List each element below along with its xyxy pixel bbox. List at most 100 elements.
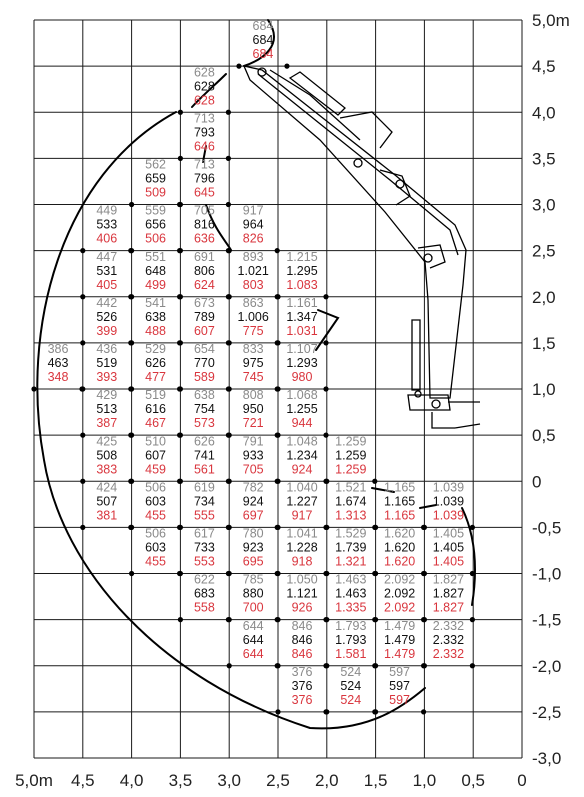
grid-dot [373, 524, 379, 530]
load-value-top: 791 [243, 434, 264, 448]
load-value-bottom: 509 [145, 186, 166, 200]
load-value-middle: 975 [243, 356, 264, 370]
grid-dot [31, 386, 37, 392]
load-value-middle: 754 [194, 402, 215, 416]
grid-dot [469, 663, 475, 669]
load-value-middle: 793 [194, 125, 215, 139]
load-value-bottom: 455 [145, 508, 166, 522]
load-value-top: 1.479 [384, 619, 415, 633]
load-value-middle: 1.463 [335, 587, 366, 601]
grid-dot [236, 63, 242, 69]
grid-dot [324, 663, 330, 669]
envelope-bracket [315, 309, 340, 351]
envelope-tick-2 [419, 504, 437, 509]
grid-dot [373, 663, 379, 669]
load-value-middle: 1.227 [286, 494, 317, 508]
load-value-middle: 1.021 [238, 264, 269, 278]
load-value-middle: 519 [96, 356, 117, 370]
load-value-middle: 2.092 [384, 587, 415, 601]
grid-dot [80, 386, 86, 392]
load-value-bottom: 705 [243, 462, 264, 476]
load-value-middle: 1.293 [286, 356, 317, 370]
load-value-top: 622 [194, 573, 215, 587]
load-value-bottom: 393 [96, 370, 117, 384]
grid-dot [284, 63, 290, 69]
x-tick-label: 1,5 [364, 771, 388, 790]
load-value-middle: 816 [194, 218, 215, 232]
grid-dot [177, 155, 183, 161]
load-value-bottom: 459 [145, 462, 166, 476]
grid-dot [80, 340, 86, 346]
load-value-top: 510 [145, 434, 166, 448]
load-value-bottom: 524 [340, 693, 361, 707]
load-value-top: 506 [145, 480, 166, 494]
load-value-middle: 1.405 [433, 541, 464, 555]
load-value-bottom: 1.479 [384, 647, 415, 661]
load-value-top: 1.050 [286, 573, 317, 587]
load-value-top: 638 [194, 388, 215, 402]
grid-dot [80, 294, 86, 300]
load-value-top: 1.463 [335, 573, 366, 587]
load-value-top: 917 [243, 204, 264, 218]
y-tick-label: -1,5 [532, 611, 561, 630]
load-value-middle: 1.479 [384, 633, 415, 647]
load-value-middle: 626 [145, 356, 166, 370]
load-value-top: 1.165 [384, 480, 415, 494]
grid-dot [324, 709, 330, 715]
load-value-top: 562 [145, 158, 166, 172]
load-value-top: 551 [145, 250, 166, 264]
y-tick-label: 4,5 [532, 57, 556, 76]
grid-dot [275, 386, 281, 392]
load-value-middle: 1.006 [238, 310, 269, 324]
load-value-bottom: 1.031 [286, 324, 317, 338]
grid-dot [177, 294, 183, 300]
grid-dot [275, 524, 281, 530]
x-tick-label: 5,0m [15, 771, 53, 790]
load-value-bottom: 573 [194, 416, 215, 430]
load-value-top: 713 [194, 158, 215, 172]
load-value-top: 1.040 [286, 480, 317, 494]
grid-dot [323, 432, 329, 438]
load-value-middle: 644 [243, 633, 264, 647]
load-value-bottom: 644 [243, 647, 264, 661]
grid-dot [177, 478, 183, 484]
grid-dot [324, 617, 330, 623]
load-value-bottom: 624 [194, 278, 215, 292]
grid-dot [323, 386, 329, 392]
x-tick-label: 2,5 [266, 771, 290, 790]
y-tick-label: 0,5 [532, 426, 556, 445]
grid-dot [80, 248, 86, 254]
x-tick-label: 0 [517, 771, 526, 790]
load-value-bottom: 558 [194, 601, 215, 615]
load-value-bottom: 926 [292, 601, 313, 615]
envelope-outer-curve [36, 111, 426, 730]
y-tick-label: -1,0 [532, 565, 561, 584]
load-value-middle: 1.295 [286, 264, 317, 278]
grid-dot [177, 617, 183, 623]
load-value-top: 1.068 [286, 388, 317, 402]
envelope-inner-curve-2 [205, 204, 232, 251]
y-tick-label: 5,0m [532, 11, 570, 30]
load-values: 6846846846286286287137936465626595097137… [48, 19, 465, 707]
y-axis-ticks: 5,0m 4,5 4,0 3,5 3,0 2,5 2,0 1,5 1,0 0,5 0 -0,5 -1,0… [532, 11, 570, 768]
load-value-bottom: 381 [96, 508, 117, 522]
x-tick-label: 1,0 [413, 771, 437, 790]
grid-dot [129, 386, 135, 392]
x-tick-label: 0,5 [461, 771, 485, 790]
load-value-middle: 603 [145, 541, 166, 555]
load-value-top: 780 [243, 527, 264, 541]
